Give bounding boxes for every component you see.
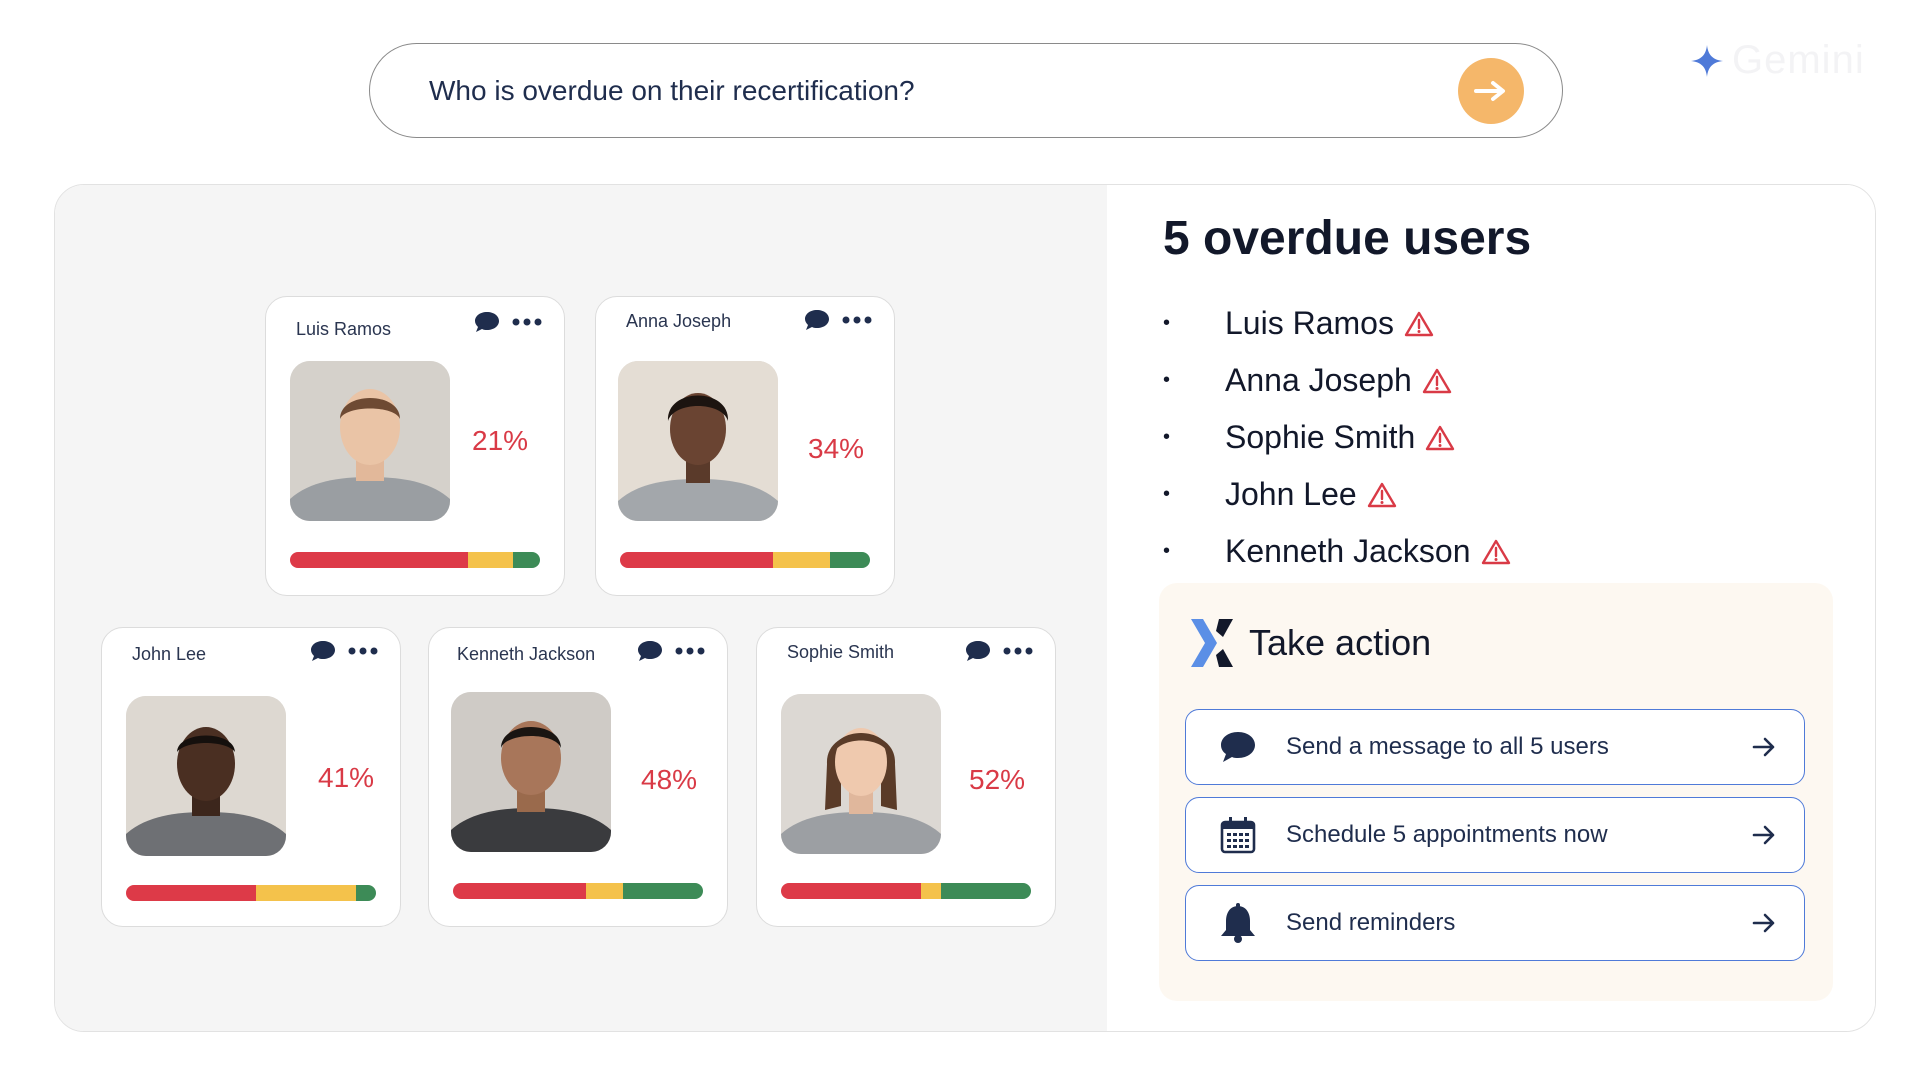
overdue-user-name: Sophie Smith (1225, 419, 1416, 455)
bullet: • (1163, 426, 1171, 448)
action-label: Send reminders (1286, 909, 1456, 936)
chat-icon[interactable] (804, 309, 830, 331)
progress-green (830, 552, 870, 568)
chat-icon[interactable] (474, 311, 500, 333)
progress-green (356, 885, 376, 901)
take-action-header: Take action (1189, 617, 1431, 669)
warning-icon (1481, 539, 1511, 565)
progress-yellow (467, 552, 513, 568)
search-query[interactable]: Who is overdue on their recertification? (429, 74, 915, 106)
user-card[interactable]: Sophie Smith 52% (756, 627, 1056, 927)
user-card[interactable]: John Lee 41% (101, 627, 401, 927)
send-button[interactable] (1458, 57, 1524, 124)
chat-icon[interactable] (637, 640, 663, 662)
progress-red (781, 883, 921, 899)
user-card[interactable]: Kenneth Jackson 48% (428, 627, 728, 927)
user-card[interactable]: Anna Joseph 34% (595, 296, 895, 596)
action-logo-icon (1191, 619, 1233, 667)
progress-bar (781, 883, 1031, 899)
warning-icon (1422, 368, 1452, 394)
progress-yellow (921, 883, 941, 899)
bullet: • (1163, 540, 1171, 562)
bullet: • (1163, 369, 1171, 391)
completion-percent: 34% (808, 433, 865, 464)
user-card[interactable]: Luis Ramos 21% (265, 296, 565, 596)
chat-icon[interactable] (965, 640, 991, 662)
warning-icon (1425, 425, 1455, 451)
completion-percent: 52% (969, 764, 1026, 795)
card-user-name: Luis Ramos (296, 319, 392, 339)
brand-name: Gemini (1732, 38, 1865, 82)
completion-percent: 48% (641, 764, 698, 795)
overdue-summary: 5 overdue users • Luis Ramos • Anna Jose… (1107, 185, 1875, 1031)
calendar-icon (1218, 816, 1258, 854)
results-panel: Luis Ramos 21% (54, 184, 1876, 1032)
more-options-icon[interactable] (1003, 647, 1033, 655)
list-item: • Luis Ramos (1163, 295, 1511, 352)
progress-green (512, 552, 540, 568)
bullet: • (1163, 312, 1171, 334)
sparkle-icon (1691, 44, 1723, 77)
send-message-button[interactable]: Send a message to all 5 users (1185, 709, 1805, 785)
progress-red (126, 885, 256, 901)
schedule-appointments-button[interactable]: Schedule 5 appointments now (1185, 797, 1805, 873)
progress-bar (126, 885, 376, 901)
more-options-icon[interactable] (675, 647, 705, 655)
arrow-right-icon (1752, 913, 1776, 933)
list-item: • Sophie Smith (1163, 409, 1511, 466)
completion-percent: 21% (472, 425, 529, 456)
arrow-right-icon (1752, 737, 1776, 757)
chat-icon[interactable] (310, 640, 336, 662)
take-action-title: Take action (1249, 622, 1432, 663)
send-reminders-button[interactable]: Send reminders (1185, 885, 1805, 961)
action-label: Schedule 5 appointments now (1286, 821, 1608, 848)
list-item: • John Lee (1163, 466, 1511, 523)
user-photo (126, 696, 286, 856)
warning-icon (1367, 482, 1397, 508)
overdue-user-list: • Luis Ramos • Anna Joseph • Sophie Smit… (1163, 295, 1511, 580)
chat-bubble-icon (1218, 731, 1258, 763)
card-user-name: Sophie Smith (787, 642, 895, 662)
bell-icon (1218, 903, 1258, 943)
user-photo (290, 361, 450, 521)
action-label: Send a message to all 5 users (1286, 733, 1609, 760)
user-cards-area: Luis Ramos 21% (55, 185, 1107, 1031)
overdue-user-name: Luis Ramos (1225, 305, 1394, 341)
progress-yellow (256, 885, 356, 901)
overdue-user-name: Anna Joseph (1225, 362, 1412, 398)
progress-green (623, 883, 703, 899)
progress-bar (620, 552, 870, 568)
progress-yellow (772, 552, 830, 568)
progress-red (290, 552, 468, 568)
bullet: • (1163, 483, 1171, 505)
more-options-icon[interactable] (842, 316, 872, 324)
arrow-right-icon (1752, 825, 1776, 845)
more-options-icon[interactable] (512, 318, 542, 326)
progress-green (941, 883, 1031, 899)
user-photo (781, 694, 941, 854)
search-bar[interactable]: Who is overdue on their recertification? (369, 43, 1563, 138)
arrow-right-icon (1474, 80, 1505, 101)
overdue-heading: 5 overdue users (1163, 212, 1532, 265)
user-photo (451, 692, 611, 852)
user-photo (618, 361, 778, 521)
list-item: • Anna Joseph (1163, 352, 1511, 409)
brand-logo: Gemini (1690, 38, 1865, 83)
card-user-name: John Lee (132, 644, 207, 664)
progress-bar (290, 552, 540, 568)
progress-yellow (585, 883, 623, 899)
overdue-user-name: John Lee (1225, 476, 1357, 512)
list-item: • Kenneth Jackson (1163, 523, 1511, 580)
progress-red (620, 552, 773, 568)
card-user-name: Kenneth Jackson (457, 644, 596, 664)
more-options-icon[interactable] (348, 647, 378, 655)
overdue-user-name: Kenneth Jackson (1225, 533, 1471, 569)
take-action-panel: Take action Send a message to all 5 user… (1159, 583, 1833, 1001)
progress-bar (453, 883, 703, 899)
completion-percent: 41% (318, 762, 375, 793)
warning-icon (1404, 311, 1434, 337)
card-user-name: Anna Joseph (626, 311, 732, 331)
progress-red (453, 883, 586, 899)
